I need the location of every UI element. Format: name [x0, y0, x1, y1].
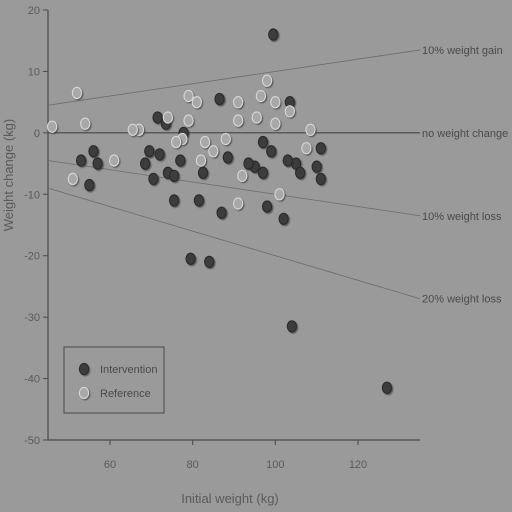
reference-point — [270, 95, 281, 109]
intervention-point — [148, 172, 159, 186]
intervention-point — [216, 206, 227, 219]
reference-point — [220, 132, 231, 146]
axes: -50 -40 -30 -20 -10 0 10 20 60 80 100 120 Initial we… — [1, 5, 420, 506]
intervention-point — [278, 212, 289, 226]
intervention-point — [282, 154, 293, 167]
x-tick-label: 60 — [104, 459, 116, 471]
intervention-point — [261, 200, 273, 213]
intervention-point — [243, 157, 254, 170]
intervention-point — [257, 166, 269, 179]
intervention-point — [144, 145, 155, 158]
intervention-point — [152, 111, 163, 124]
reference-point — [191, 95, 202, 109]
reference-point — [183, 114, 194, 127]
reference-point — [108, 154, 120, 167]
y-tick-label: -40 — [24, 374, 40, 386]
intervention-point — [204, 255, 215, 269]
x-tick-label: 80 — [187, 459, 199, 471]
reference-point — [127, 123, 138, 136]
intervention-point — [193, 194, 205, 207]
reference-point — [251, 111, 262, 124]
reference-line-label: 10% weight gain — [422, 45, 503, 57]
intervention-point — [214, 92, 225, 106]
reference-point — [274, 188, 285, 201]
intervention-point — [197, 166, 209, 179]
reference-point — [80, 117, 91, 130]
reference-line-label: 10% weight loss — [422, 211, 502, 223]
y-tick-label: 0 — [34, 128, 40, 140]
reference-line — [47, 49, 421, 106]
reference-point — [183, 89, 194, 103]
reference-point — [270, 117, 281, 130]
intervention-point — [381, 381, 393, 394]
intervention-point — [168, 169, 180, 183]
reference-point — [301, 142, 312, 155]
y-tick-label: -10 — [24, 189, 40, 201]
reference-point — [170, 135, 182, 149]
reference-point — [261, 74, 273, 87]
y-tick-label: 20 — [28, 5, 40, 17]
x-tick-label: 120 — [349, 459, 367, 471]
intervention-point — [154, 148, 165, 161]
reference-line — [47, 187, 421, 300]
intervention-point — [92, 157, 103, 170]
y-tick-label: -50 — [24, 435, 40, 447]
reference-point — [208, 145, 219, 158]
reference-point — [232, 95, 244, 109]
intervention-point — [266, 145, 277, 158]
reference-line-label: no weight change — [422, 128, 508, 140]
reference-point — [284, 105, 295, 118]
reference-point — [46, 120, 58, 133]
legend-label: Reference — [100, 388, 151, 400]
legend-intervention-marker — [78, 362, 90, 376]
x-tick-label: 100 — [266, 459, 284, 471]
y-tick-label: -30 — [24, 312, 40, 324]
reference-lines: 10% weight gain no weight change 10% weigh… — [47, 45, 508, 306]
intervention-point — [286, 320, 298, 333]
y-tick-label: -20 — [24, 251, 40, 263]
y-axis-title: Weight change (kg) — [1, 119, 16, 232]
data-points — [46, 28, 393, 394]
intervention-point — [222, 151, 233, 164]
intervention-point — [315, 142, 326, 155]
reference-point — [305, 123, 316, 136]
intervention-point — [88, 145, 99, 158]
reference-line — [47, 160, 421, 217]
reference-point — [255, 89, 267, 103]
legend: Intervention Reference — [63, 346, 165, 414]
reference-point — [162, 111, 174, 124]
reference-point — [232, 114, 244, 127]
reference-point — [199, 135, 211, 149]
legend-reference-marker — [78, 386, 90, 400]
intervention-point — [175, 154, 186, 167]
x-axis-title: Initial weight (kg) — [181, 491, 279, 506]
legend-box — [63, 346, 165, 414]
intervention-point — [75, 154, 87, 167]
intervention-point — [315, 172, 326, 186]
legend-label: Intervention — [100, 364, 157, 376]
intervention-point — [168, 194, 180, 207]
intervention-point — [185, 252, 196, 265]
reference-point — [195, 154, 207, 167]
reference-point — [71, 86, 83, 100]
intervention-point — [139, 157, 151, 170]
y-tick-label: 10 — [28, 66, 40, 78]
reference-line-label: 20% weight loss — [422, 294, 502, 306]
intervention-point — [268, 28, 279, 41]
reference-point — [237, 169, 248, 183]
intervention-point — [257, 135, 269, 149]
reference-point — [232, 197, 244, 210]
intervention-point — [311, 160, 322, 173]
reference-point — [67, 172, 78, 186]
intervention-point — [84, 178, 95, 192]
intervention-point — [294, 166, 306, 179]
